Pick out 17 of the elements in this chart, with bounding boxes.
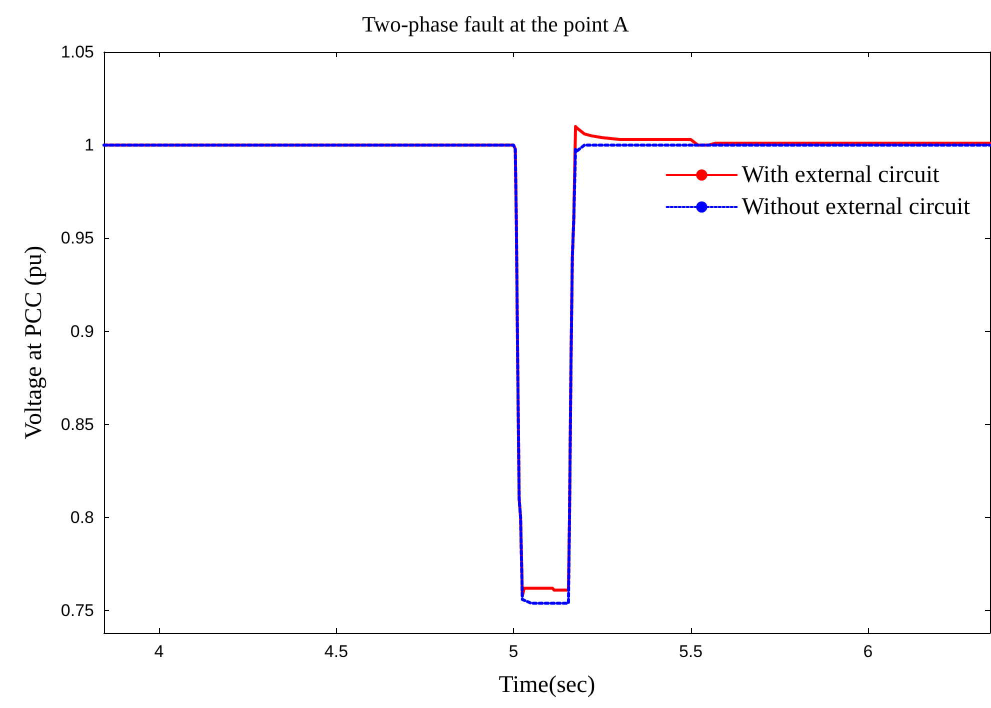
y-axis-title: Voltage at PCC (pu)	[21, 246, 47, 440]
y-tick-label: 0.9	[70, 322, 94, 341]
x-tick-label: 5	[508, 642, 518, 661]
legend-label: Without external circuit	[742, 194, 970, 220]
x-tick-label: 4	[154, 642, 164, 661]
y-tick-label: 0.95	[60, 228, 94, 248]
y-tick-label: 1	[84, 136, 94, 155]
y-tick-label: 1.05	[60, 42, 94, 62]
x-tick-label: 4.5	[324, 642, 348, 661]
x-tick-label: 5.5	[678, 642, 703, 661]
y-tick-label: 0.75	[60, 601, 94, 620]
x-tick-label: 6	[863, 642, 873, 661]
x-axis-title: Time(sec)	[498, 672, 596, 698]
y-tick-label: 0.8	[70, 508, 94, 528]
legend-label: With external circuit	[742, 162, 940, 188]
y-tick-label: 0.85	[60, 414, 94, 434]
chart-title: Two-phase fault at the point A	[362, 12, 629, 36]
